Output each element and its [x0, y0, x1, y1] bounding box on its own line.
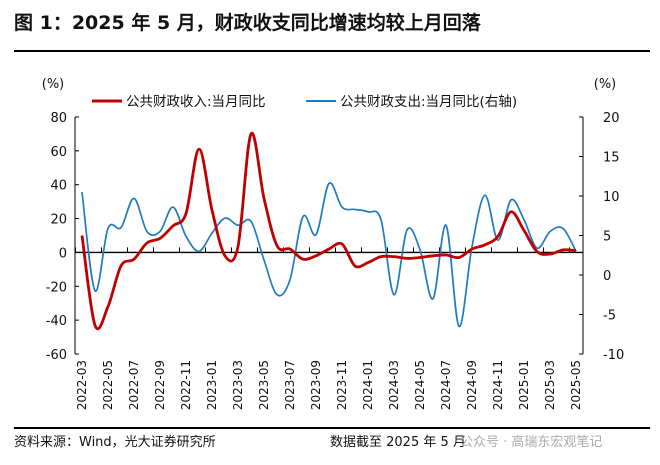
- x-tick-label: 2023-03: [231, 360, 245, 410]
- x-tick-label: 2025-01: [517, 360, 531, 410]
- x-tick-label: 2023-07: [283, 360, 297, 410]
- watermark: 公众号 · 高瑞东宏观笔记: [460, 435, 603, 450]
- right-unit: (%): [594, 77, 617, 92]
- x-tick-label: 2023-09: [309, 360, 323, 410]
- x-tick-label: 2023-11: [335, 360, 349, 410]
- x-tick-label: 2025-05: [569, 360, 583, 410]
- x-tick-label: 2023-05: [257, 360, 271, 410]
- title-rule: [14, 50, 650, 52]
- revenue-line: [80, 131, 577, 331]
- right-tick-label: 20: [603, 111, 620, 126]
- left-tick-label: 0: [59, 246, 67, 261]
- x-tick-label: 2022-09: [153, 360, 167, 410]
- legend-label-expenditure: 公共财政支出:当月同比(右轴): [340, 94, 517, 110]
- legend-label-revenue: 公共财政收入:当月同比: [126, 94, 266, 110]
- right-tick-label: 0: [603, 269, 611, 284]
- left-tick-label: 80: [50, 111, 67, 126]
- left-unit: (%): [42, 77, 65, 92]
- x-tick-label: 2024-03: [387, 360, 401, 410]
- as-of-note: 数据截至 2025 年 5 月: [330, 435, 466, 450]
- left-tick-label: 20: [50, 213, 67, 228]
- right-tick-label: -10: [603, 348, 624, 363]
- footer-rule: [14, 427, 650, 429]
- left-tick-label: 40: [50, 179, 67, 194]
- source-note: 资料来源：Wind，光大证券研究所: [14, 435, 216, 450]
- right-tick-label: 5: [603, 230, 611, 245]
- chart-title: 图 1：2025 年 5 月，财政收支同比增速均较上月回落: [14, 12, 481, 34]
- left-tick-label: -20: [46, 280, 67, 295]
- expenditure-line: [81, 182, 577, 328]
- x-tick-label: 2025-03: [543, 360, 557, 410]
- x-tick-label: 2022-11: [179, 360, 193, 410]
- right-tick-label: 15: [603, 151, 620, 166]
- x-tick-label: 2024-07: [439, 360, 453, 410]
- x-tick-label: 2022-05: [101, 360, 115, 410]
- right-tick-label: 10: [603, 190, 620, 205]
- left-tick-label: 60: [50, 145, 67, 160]
- x-tick-label: 2022-07: [127, 360, 141, 410]
- x-tick-label: 2024-05: [413, 360, 427, 410]
- right-tick-label: -5: [603, 309, 616, 324]
- x-tick-label: 2022-03: [75, 360, 89, 410]
- x-tick-label: 2024-09: [465, 360, 479, 410]
- left-tick-label: -60: [46, 348, 67, 363]
- left-tick-label: -40: [46, 314, 67, 329]
- x-tick-label: 2024-11: [491, 360, 505, 410]
- x-tick-label: 2024-01: [361, 360, 375, 410]
- x-tick-label: 2023-01: [205, 360, 219, 410]
